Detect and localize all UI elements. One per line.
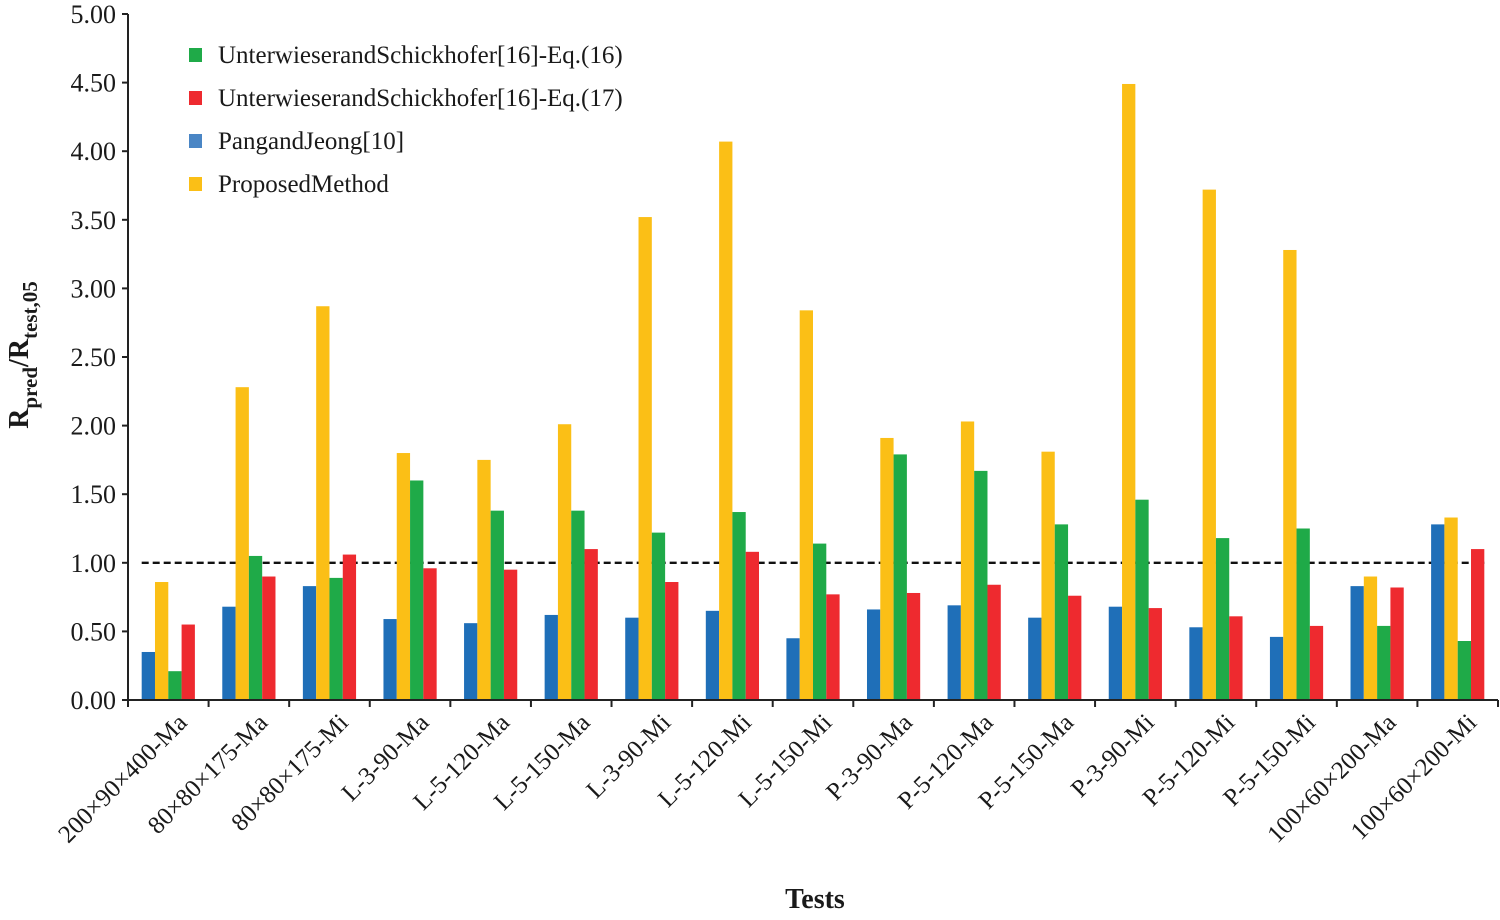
bar-3-11 xyxy=(974,470,988,700)
bar-4-8 xyxy=(745,551,760,700)
bar-1-8 xyxy=(705,610,720,700)
bar-3-3 xyxy=(329,577,343,700)
legend-label-4: ProposedMethod xyxy=(218,171,389,198)
bar-3-4 xyxy=(410,480,424,700)
bar-1-6 xyxy=(544,614,558,700)
bar-3-5 xyxy=(490,510,504,700)
bar-1-2 xyxy=(222,606,236,700)
bar-4-14 xyxy=(1229,616,1243,700)
bar-1-15 xyxy=(1269,636,1284,700)
bar-4-17 xyxy=(1471,549,1485,700)
bar-1-11 xyxy=(947,605,961,700)
bar-2-3 xyxy=(316,306,330,700)
bar-1-13 xyxy=(1108,606,1123,700)
bar-1-10 xyxy=(866,609,881,700)
bar-2-9 xyxy=(799,310,813,700)
bar-4-4 xyxy=(423,568,437,700)
bar-2-16 xyxy=(1363,576,1378,700)
bar-2-12 xyxy=(1041,451,1055,700)
bar-2-14 xyxy=(1202,189,1216,700)
bar-1-16 xyxy=(1350,586,1364,700)
bar-4-3 xyxy=(342,554,357,700)
y-tick-label-2: 1.00 xyxy=(71,549,117,578)
bar-2-8 xyxy=(719,141,733,701)
legend-swatch-2 xyxy=(189,91,202,105)
bar-4-10 xyxy=(906,592,921,700)
legend-swatch-3 xyxy=(189,134,202,148)
bar-1-12 xyxy=(1028,617,1042,700)
bar-1-7 xyxy=(625,617,639,700)
legend-label-2: UnterwieserandSchickhofer[16]-Eq.(17) xyxy=(218,85,623,112)
legend-label-3: PangandJeong[10] xyxy=(218,128,404,155)
bar-4-9 xyxy=(826,594,840,700)
y-tick-label-4: 2.00 xyxy=(71,412,117,441)
y-axis-title-sub1: pred xyxy=(18,367,42,409)
bar-4-6 xyxy=(584,549,598,700)
bar-3-8 xyxy=(732,512,746,700)
bar-3-12 xyxy=(1054,524,1069,700)
bars-layer xyxy=(141,83,1485,701)
legend-swatch-1 xyxy=(189,48,202,62)
bar-2-17 xyxy=(1444,517,1458,700)
bar-3-6 xyxy=(571,510,585,700)
bar-3-15 xyxy=(1296,528,1310,700)
bar-4-11 xyxy=(987,584,1001,700)
bar-4-16 xyxy=(1390,587,1404,700)
bar-3-14 xyxy=(1215,538,1230,700)
bar-2-15 xyxy=(1283,249,1297,701)
bar-2-7 xyxy=(638,217,652,700)
bar-2-2 xyxy=(235,387,249,700)
bar-4-12 xyxy=(1068,595,1082,700)
y-tick-label-7: 3.50 xyxy=(71,206,117,235)
bar-4-5 xyxy=(503,569,518,700)
bar-1-1 xyxy=(141,651,155,700)
y-axis-title-main: R xyxy=(4,408,35,429)
y-axis-title-sub2: test,05 xyxy=(18,281,42,339)
bar-3-1 xyxy=(168,671,182,700)
bar-4-7 xyxy=(665,582,679,700)
bar-1-14 xyxy=(1189,627,1203,700)
y-tick-label-1: 0.50 xyxy=(71,617,117,646)
bar-3-7 xyxy=(651,532,666,700)
bar-1-4 xyxy=(383,619,397,700)
bar-3-16 xyxy=(1377,625,1391,700)
y-tick-label-10: 5.00 xyxy=(71,0,117,29)
bar-4-13 xyxy=(1148,608,1162,700)
bar-3-13 xyxy=(1135,499,1149,700)
y-tick-label-0: 0.00 xyxy=(71,686,117,715)
bar-1-17 xyxy=(1431,524,1445,700)
bar-1-3 xyxy=(302,586,317,700)
y-tick-label-8: 4.00 xyxy=(71,137,117,166)
y-tick-label-5: 2.50 xyxy=(71,343,117,372)
legend-swatch-4 xyxy=(189,177,202,191)
bar-4-2 xyxy=(262,576,276,700)
bar-4-1 xyxy=(181,624,195,700)
bar-1-5 xyxy=(464,623,478,700)
legend: UnterwieserandSchickhofer[16]-Eq.(16) Unt… xyxy=(189,42,623,198)
legend-label-1: UnterwieserandSchickhofer[16]-Eq.(16) xyxy=(218,42,623,69)
bar-4-15 xyxy=(1309,625,1324,700)
bar-1-9 xyxy=(786,638,800,700)
y-axis-title-slash: /R xyxy=(4,338,35,368)
bar-3-17 xyxy=(1457,641,1472,700)
bar-2-10 xyxy=(880,437,894,700)
bar-3-10 xyxy=(893,454,907,700)
x-axis-title: Tests xyxy=(785,884,845,915)
bar-2-11 xyxy=(960,421,975,700)
bar-2-13 xyxy=(1122,83,1136,701)
y-tick-label-3: 1.50 xyxy=(71,480,117,509)
bar-3-9 xyxy=(813,543,827,700)
bar-2-6 xyxy=(557,424,572,700)
y-tick-label-6: 3.00 xyxy=(71,274,117,303)
y-tick-label-9: 4.50 xyxy=(71,69,117,98)
bar-3-2 xyxy=(248,555,263,700)
bar-2-4 xyxy=(396,453,411,700)
y-axis-title: Rpred/Rtest,05 xyxy=(4,281,42,429)
bar-2-1 xyxy=(154,582,169,700)
bar-2-5 xyxy=(477,459,491,700)
